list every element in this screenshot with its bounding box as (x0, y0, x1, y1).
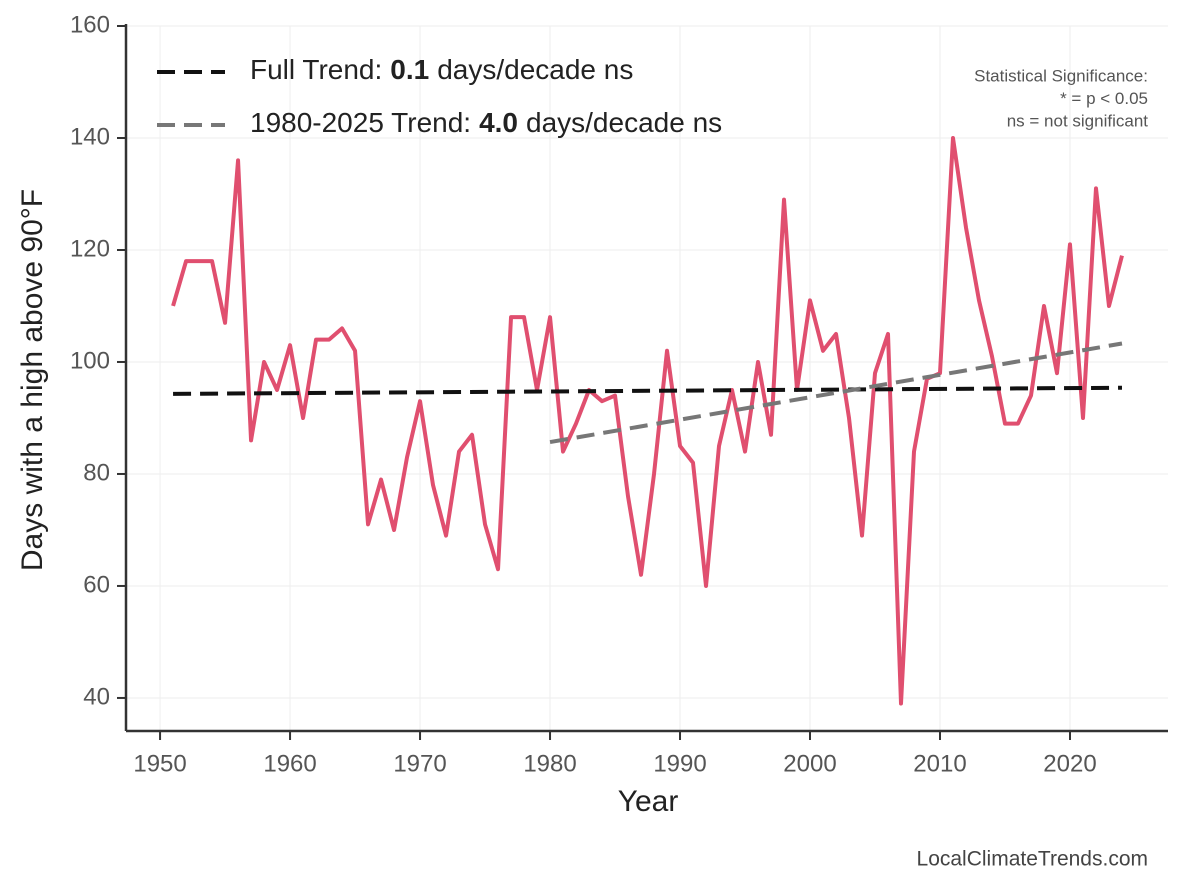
y-axis-label: Days with a high above 90°F (16, 189, 49, 571)
y-tick-label: 100 (70, 347, 110, 374)
legend-text: 0.1 (390, 54, 429, 85)
y-tick-label: 160 (70, 11, 110, 38)
x-tick-label: 1980 (523, 750, 576, 777)
legend-text: Full Trend: (250, 54, 382, 85)
series-line (171, 135, 1124, 706)
y-tick-label: 140 (70, 123, 110, 150)
significance-note: ns = not significant (1007, 111, 1149, 130)
x-tick-label: 1960 (263, 750, 316, 777)
series-line (549, 341, 1123, 445)
y-tick-label: 80 (83, 459, 110, 486)
watermark: LocalClimateTrends.com (917, 848, 1148, 871)
significance-note: * = p < 0.05 (1060, 89, 1148, 108)
y-tick-label: 120 (70, 235, 110, 262)
y-tick-label: 40 (83, 683, 110, 710)
x-tick-label: 1950 (133, 750, 186, 777)
legend-text: days/decade ns (526, 107, 722, 138)
x-tick-label: 1990 (653, 750, 706, 777)
legend-text: days/decade ns (437, 54, 633, 85)
x-tick-label: 2010 (913, 750, 966, 777)
x-tick-label: 2020 (1043, 750, 1096, 777)
legend-text: 4.0 (479, 107, 518, 138)
x-axis-label: Year (618, 785, 679, 818)
series-line (173, 385, 1122, 396)
x-tick-label: 2000 (783, 750, 836, 777)
significance-note: Statistical Significance: (974, 66, 1148, 85)
x-tick-label: 1970 (393, 750, 446, 777)
legend-label: 1980-2025 Trend: 4.0 days/decade ns (250, 107, 722, 138)
legend-text: 1980-2025 Trend: (250, 107, 471, 138)
legend-label: Full Trend: 0.1 days/decade ns (250, 54, 633, 85)
y-tick-label: 60 (83, 571, 110, 598)
